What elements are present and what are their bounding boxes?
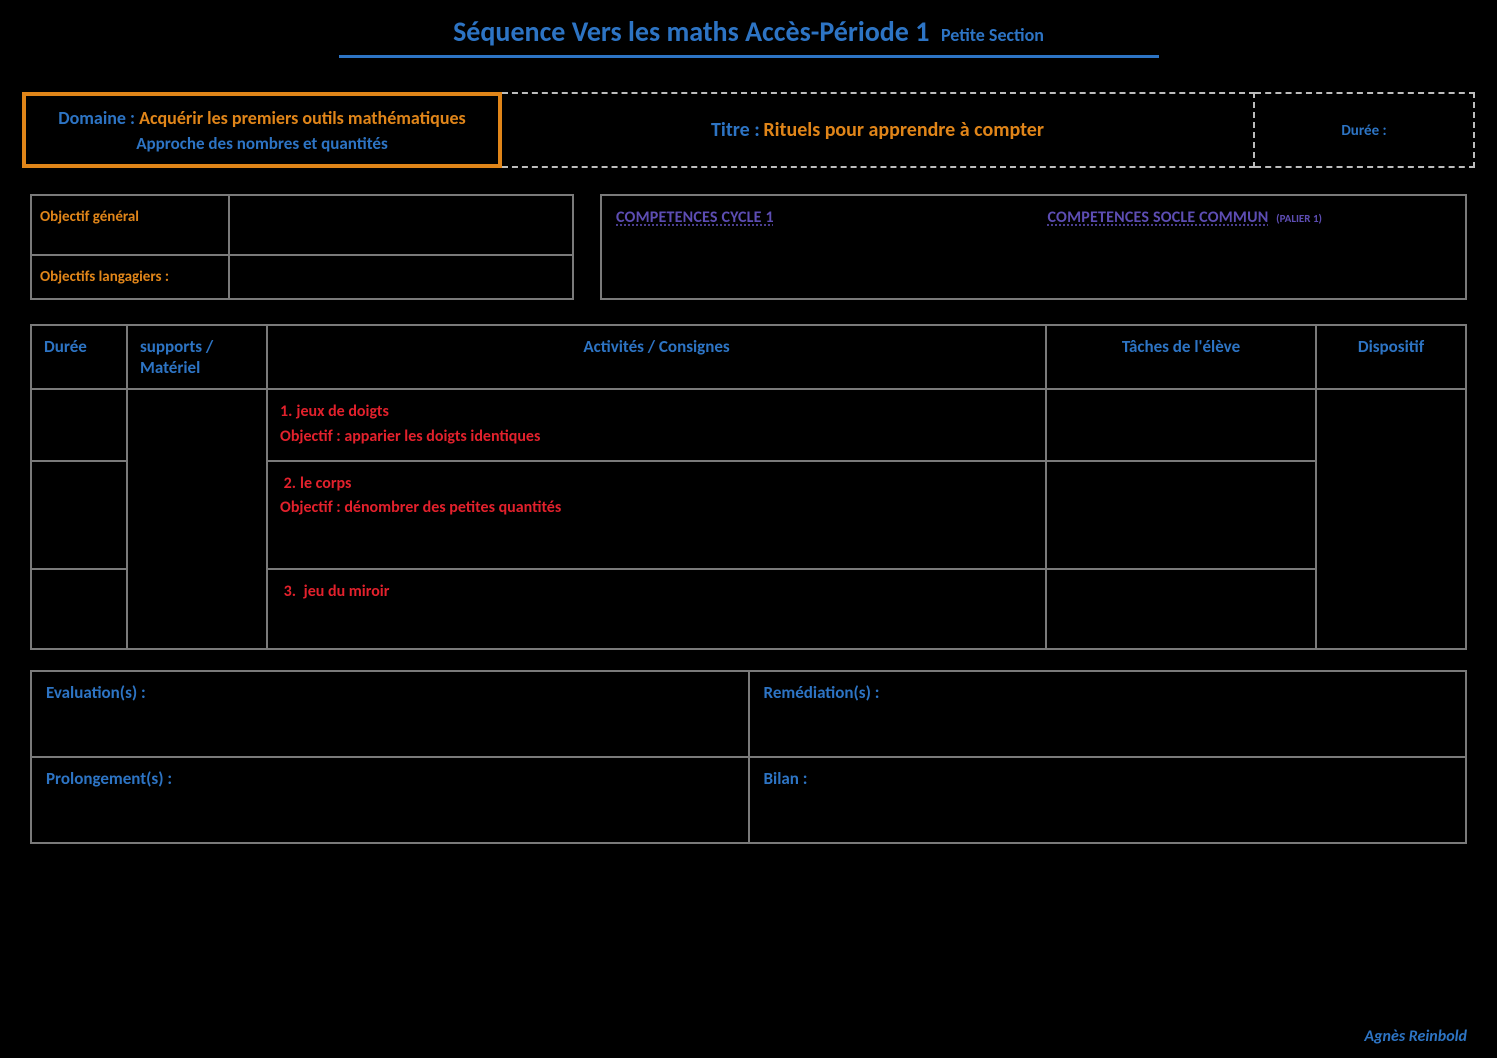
objectif-general-value xyxy=(230,196,572,254)
competences-socle-label: COMPETENCES SOCLE COMMUN xyxy=(1048,208,1269,227)
page-title: Séquence Vers les maths Accès-Période 1 xyxy=(453,14,929,49)
cell-duree xyxy=(31,569,127,649)
cell-duree xyxy=(31,389,127,461)
col-materiel: supports / Matériel xyxy=(127,325,267,389)
cell-materiel xyxy=(127,389,267,649)
competences-box: COMPETENCES CYCLE 1 COMPETENCES SOCLE CO… xyxy=(600,194,1467,300)
prolongement-label: Prolongement(s) : xyxy=(46,768,172,789)
evaluation-cell: Evaluation(s) : xyxy=(31,671,749,757)
competences-socle: COMPETENCES SOCLE COMMUN (PALIER 1) xyxy=(1034,196,1466,298)
activity-objectif: Objectif : apparier les doigts identique… xyxy=(280,427,540,446)
cell-activite: 1.jeux de doigts Objectif : apparier les… xyxy=(267,389,1046,461)
footer-grid: Evaluation(s) : Remédiation(s) : Prolong… xyxy=(30,670,1467,844)
page-title-block: Séquence Vers les maths Accès-Période 1 … xyxy=(22,12,1475,58)
objectives-row: Objectif général Objectifs langagiers : … xyxy=(30,194,1467,300)
activity-number: 1. xyxy=(280,402,292,421)
cell-activite: 3. jeu du miroir xyxy=(267,569,1046,649)
cell-activite: 2.le corps Objectif : dénombrer des peti… xyxy=(267,461,1046,569)
col-taches: Tâches de l'élève xyxy=(1046,325,1316,389)
cell-tache xyxy=(1046,461,1316,569)
remediation-cell: Remédiation(s) : xyxy=(749,671,1467,757)
objectives-box: Objectif général Objectifs langagiers : xyxy=(30,194,574,300)
duree-label: Durée : xyxy=(1341,122,1386,140)
cell-tache xyxy=(1046,389,1316,461)
domaine-label: Domaine : xyxy=(58,107,135,129)
domaine-box: Domaine : Acquérir les premiers outils m… xyxy=(22,92,502,168)
objectif-general-label: Objectif général xyxy=(32,196,230,254)
activity-objectif: Objectif : dénombrer des petites quantit… xyxy=(280,498,561,517)
sequence-table: Durée supports / Matériel Activités / Co… xyxy=(30,324,1467,650)
activity-number: 2. xyxy=(284,474,296,493)
titre-box: Titre : Rituels pour apprendre à compter xyxy=(502,92,1255,168)
lesson-plan-page: Séquence Vers les maths Accès-Période 1 … xyxy=(0,0,1497,1058)
competences-cycle1: COMPETENCES CYCLE 1 xyxy=(602,196,1034,298)
evaluation-label: Evaluation(s) : xyxy=(46,682,146,703)
activity-title: jeu du miroir xyxy=(300,582,389,601)
prolongement-cell: Prolongement(s) : xyxy=(31,757,749,843)
header-row: Domaine : Acquérir les premiers outils m… xyxy=(22,92,1475,168)
col-duree: Durée xyxy=(31,325,127,389)
activity-title: le corps xyxy=(300,474,351,493)
title-underline xyxy=(339,55,1159,58)
bilan-label: Bilan : xyxy=(764,768,808,789)
activity-title: jeux de doigts xyxy=(296,402,388,421)
author-credit: Agnès Reinbold xyxy=(1364,1027,1467,1046)
remediation-label: Remédiation(s) : xyxy=(764,682,880,703)
table-header-row: Durée supports / Matériel Activités / Co… xyxy=(31,325,1466,389)
competences-cycle1-label: COMPETENCES CYCLE 1 xyxy=(616,208,774,227)
cell-dispositif xyxy=(1316,389,1466,649)
table-row: Prolongement(s) : Bilan : xyxy=(31,757,1466,843)
cell-tache xyxy=(1046,569,1316,649)
table-row: Evaluation(s) : Remédiation(s) : xyxy=(31,671,1466,757)
objectifs-langagiers-value xyxy=(230,256,572,298)
col-dispositif: Dispositif xyxy=(1316,325,1466,389)
page-subtitle: Petite Section xyxy=(941,24,1044,46)
cell-duree xyxy=(31,461,127,569)
col-activites: Activités / Consignes xyxy=(267,325,1046,389)
bilan-cell: Bilan : xyxy=(749,757,1467,843)
competences-socle-sub: (PALIER 1) xyxy=(1276,212,1322,225)
domaine-line2: Approche des nombres et quantités xyxy=(58,133,465,154)
domaine-value: Acquérir les premiers outils mathématiqu… xyxy=(139,107,466,129)
titre-value: Rituels pour apprendre à compter xyxy=(763,118,1044,142)
table-row: 1.jeux de doigts Objectif : apparier les… xyxy=(31,389,1466,461)
activity-number: 3. xyxy=(284,582,296,601)
objectifs-langagiers-label: Objectifs langagiers : xyxy=(32,256,230,298)
duree-box: Durée : xyxy=(1255,92,1475,168)
titre-label: Titre : xyxy=(711,118,760,142)
